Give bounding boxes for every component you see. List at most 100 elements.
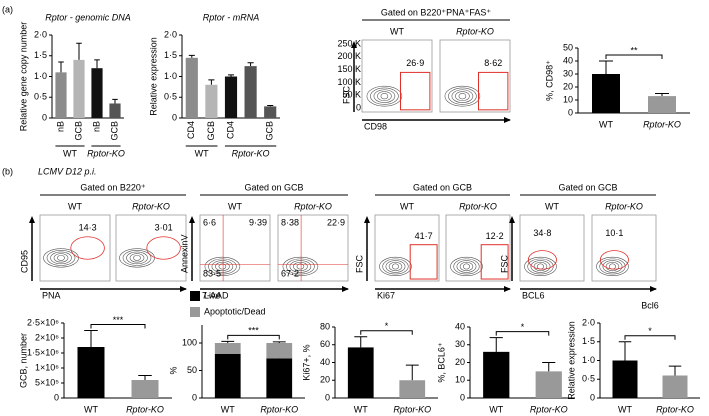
y-tick-label: 40 xyxy=(455,321,465,331)
error-bar xyxy=(354,336,368,348)
x-axis-label: Ki67 xyxy=(377,290,395,300)
y-tick-label: 0 xyxy=(325,392,330,402)
gate-value: 41·7 xyxy=(415,231,433,241)
arrowhead xyxy=(364,216,370,223)
sample-name: WT xyxy=(400,201,414,211)
flow-plot xyxy=(374,214,440,282)
sample-name: WT xyxy=(68,201,82,211)
contour xyxy=(204,256,241,277)
y-tick-label: 30 xyxy=(455,339,465,349)
y-tick-label: 20 xyxy=(563,81,573,91)
contour xyxy=(119,248,155,268)
contour xyxy=(286,258,315,275)
error-bar xyxy=(112,98,118,104)
chart-title: Bcl6 xyxy=(641,300,659,310)
y-tick-label: 0 xyxy=(42,112,47,122)
error-bar xyxy=(221,340,235,343)
sample-name: Rptor-KO xyxy=(132,201,170,211)
bar xyxy=(592,74,620,113)
contour xyxy=(53,253,69,263)
y-tick-label: 0·5 xyxy=(582,374,595,384)
contour xyxy=(380,93,389,100)
contour xyxy=(524,256,557,277)
arrowhead xyxy=(180,286,187,292)
flow-plot xyxy=(591,214,657,282)
contour xyxy=(46,249,76,266)
gate xyxy=(480,244,509,280)
error-bar xyxy=(618,341,632,361)
flow-plot xyxy=(361,39,433,113)
significance: *** xyxy=(113,315,124,325)
x-tick-label: GCB xyxy=(73,121,83,141)
error-bar xyxy=(58,61,64,73)
contour xyxy=(527,258,554,275)
contour xyxy=(453,258,480,275)
sample-name: Rptor-KO xyxy=(605,201,643,211)
group-label: Rptor-KO xyxy=(232,148,270,158)
x-tick-label: Rptor-KO xyxy=(530,404,568,414)
contour xyxy=(215,261,230,272)
y-tick-label: 50 xyxy=(563,42,573,52)
gate xyxy=(146,236,181,260)
error-bar xyxy=(138,375,152,380)
y-axis-label: Relative expression xyxy=(148,37,158,116)
y-tick-label: 0 xyxy=(192,392,197,402)
error-bar xyxy=(247,62,254,67)
y-axis-label: %, BCL6⁺ xyxy=(436,342,446,383)
bar xyxy=(73,59,85,118)
gate-value: 67·2 xyxy=(281,268,299,278)
gate-value: 8·62 xyxy=(484,58,502,68)
y-axis-label: %, CD98⁺ xyxy=(544,60,554,101)
gate-header: Gated on GCB xyxy=(413,182,472,192)
y-tick-label: 1·5 xyxy=(582,336,595,346)
bar xyxy=(347,347,374,398)
sample-name: WT xyxy=(390,26,404,36)
bar xyxy=(483,351,510,398)
sample-name: Rptor-KO xyxy=(459,201,497,211)
gate-value: 22·9 xyxy=(327,217,345,227)
chart-title: Rptor - genomic DNA xyxy=(45,12,131,22)
y-tick-label: 1·5 xyxy=(34,50,47,60)
x-tick-label: WT xyxy=(618,404,632,414)
error-bar xyxy=(542,362,556,372)
bar-segment xyxy=(266,343,293,359)
significance-bracket xyxy=(360,330,413,335)
gate xyxy=(599,250,629,270)
x-axis-label: BCL6 xyxy=(522,290,545,300)
y-tick-label: 30 xyxy=(563,68,573,78)
x-tick-label: WT xyxy=(221,404,235,414)
y-tick-label: 5×10⁵ xyxy=(35,377,59,387)
contour xyxy=(444,85,481,107)
contour xyxy=(133,254,141,261)
gate-value: 9·39 xyxy=(249,217,267,227)
flow-plot xyxy=(439,39,511,113)
subtitle: LCMV D12 p.i. xyxy=(38,166,97,176)
flow-tick-label: 0 xyxy=(356,102,361,112)
bar xyxy=(55,72,67,118)
contour xyxy=(373,89,396,103)
error-bar xyxy=(267,105,274,107)
contour xyxy=(530,260,551,273)
flow-tick-label: 100 K xyxy=(337,77,361,87)
error-bar xyxy=(489,337,503,352)
error-bar xyxy=(227,74,235,77)
gate xyxy=(400,71,431,111)
x-axis-label: CD98 xyxy=(364,121,387,131)
sample-name: WT xyxy=(228,201,242,211)
y-tick-label: 2·0 xyxy=(582,317,595,327)
flow-plot xyxy=(519,214,585,282)
gate-value: 6·6 xyxy=(203,217,216,227)
gate-value: 26·9 xyxy=(406,58,424,68)
significance-bracket xyxy=(90,324,146,329)
y-tick-label: 0 xyxy=(590,392,595,402)
y-axis-label: Relative gene copy number xyxy=(18,22,28,132)
y-tick-label: 60 xyxy=(320,339,330,349)
gate xyxy=(478,71,509,111)
bar xyxy=(662,375,688,398)
contour xyxy=(385,260,406,273)
contour xyxy=(458,93,467,100)
contour xyxy=(456,260,477,273)
chart-title: Rptor - mRNA xyxy=(203,12,260,22)
gate-header: Gated on GCB xyxy=(558,182,617,192)
gate-value: 12·2 xyxy=(486,231,504,241)
